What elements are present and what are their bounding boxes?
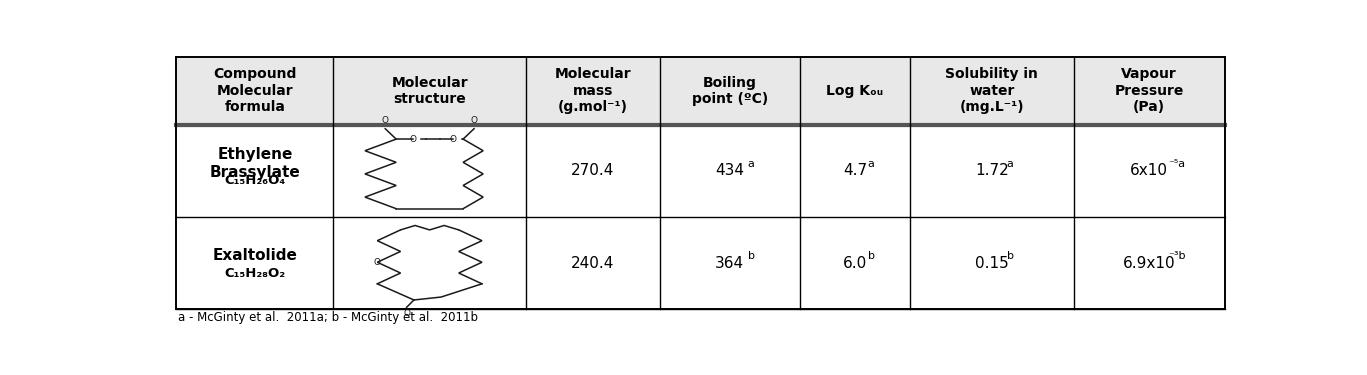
Text: C₁₅H₂₈O₂: C₁₅H₂₈O₂ — [224, 267, 286, 280]
Text: 1.72: 1.72 — [975, 164, 1009, 178]
Text: b: b — [868, 251, 875, 261]
Text: Molecular
structure: Molecular structure — [391, 75, 468, 106]
Bar — [176, 217, 1225, 309]
Text: 6x10: 6x10 — [1131, 164, 1169, 178]
Text: Molecular
mass
(g.mol⁻¹): Molecular mass (g.mol⁻¹) — [555, 68, 632, 114]
Text: b: b — [1006, 251, 1014, 261]
Text: Boiling
point (ºC): Boiling point (ºC) — [692, 75, 768, 106]
Text: 0.15: 0.15 — [975, 256, 1009, 271]
Text: 4.7: 4.7 — [843, 164, 867, 178]
Text: O: O — [409, 135, 417, 144]
Text: 364: 364 — [715, 256, 744, 271]
Text: 270.4: 270.4 — [571, 164, 615, 178]
Text: O: O — [373, 258, 381, 267]
Text: O: O — [381, 116, 388, 125]
Bar — [176, 125, 1225, 217]
Text: ⁻³b: ⁻³b — [1169, 251, 1185, 261]
Text: a: a — [868, 159, 875, 169]
Text: Exaltolide: Exaltolide — [212, 248, 297, 263]
Text: Compound
Molecular
formula: Compound Molecular formula — [213, 68, 297, 114]
Text: Ethylene
Brassylate: Ethylene Brassylate — [209, 147, 301, 180]
Bar — [176, 57, 1225, 309]
Text: O: O — [403, 309, 410, 318]
Bar — [176, 57, 1225, 125]
Text: a: a — [748, 159, 755, 169]
Text: O: O — [450, 135, 457, 144]
Text: Solubility in
water
(mg.L⁻¹): Solubility in water (mg.L⁻¹) — [946, 68, 1039, 114]
Text: C₁₅H₂₆O₄: C₁₅H₂₆O₄ — [224, 174, 286, 188]
Text: 6.0: 6.0 — [843, 256, 867, 271]
Text: a - McGinty et al.  2011a; b - McGinty et al.  2011b: a - McGinty et al. 2011a; b - McGinty et… — [178, 310, 478, 324]
Text: 434: 434 — [715, 164, 744, 178]
Text: a: a — [1006, 159, 1014, 169]
Text: 6.9x10: 6.9x10 — [1122, 256, 1176, 271]
Text: b: b — [748, 251, 755, 261]
Text: 240.4: 240.4 — [571, 256, 615, 271]
Text: O: O — [470, 116, 477, 125]
Text: Log Kₒᵤ: Log Kₒᵤ — [827, 84, 883, 98]
Text: Vapour
Pressure
(Pa): Vapour Pressure (Pa) — [1114, 68, 1184, 114]
Text: ⁻⁵a: ⁻⁵a — [1169, 159, 1185, 169]
